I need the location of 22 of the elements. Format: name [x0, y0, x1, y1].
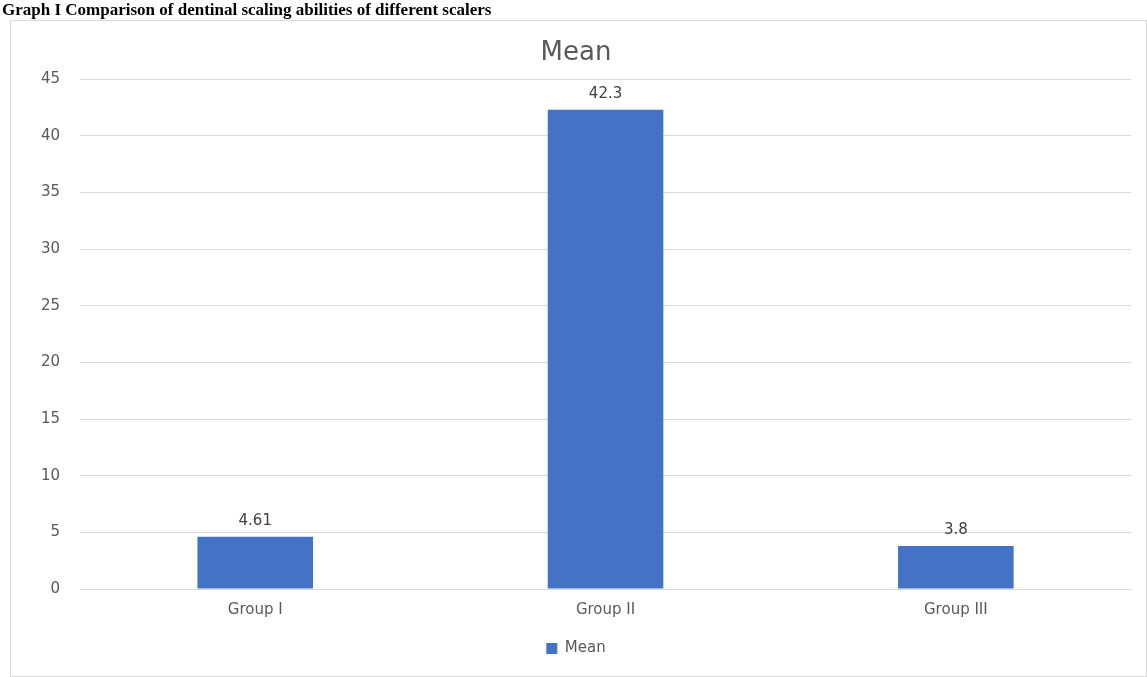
y-tick-label: 25 [40, 295, 61, 314]
legend-label: Mean [564, 638, 606, 657]
data-label: 42.3 [588, 84, 623, 103]
y-tick-label: 30 [40, 239, 61, 258]
data-label: 4.61 [238, 511, 272, 530]
y-tick-label: 10 [40, 465, 61, 484]
bar [547, 109, 664, 589]
x-tick-label: Group III [923, 599, 988, 618]
y-tick-label: 35 [40, 182, 61, 201]
x-tick-label: Group I [227, 599, 283, 618]
y-tick-label: 20 [40, 352, 61, 371]
bar [898, 545, 1014, 589]
bar [197, 536, 314, 589]
text: Graph I Comparison of dentinal scaling abilities of different scalers [1, 0, 493, 20]
y-tick-label: 40 [40, 125, 61, 144]
y-tick-label: 15 [40, 408, 61, 427]
data-label: 3.8 [943, 520, 968, 539]
y-tick-label: 45 [40, 69, 61, 88]
x-tick-label: Group II [575, 599, 636, 618]
chart-title: Mean [540, 36, 612, 67]
y-tick-label: 0 [50, 578, 61, 597]
y-tick-label: 5 [50, 522, 61, 541]
